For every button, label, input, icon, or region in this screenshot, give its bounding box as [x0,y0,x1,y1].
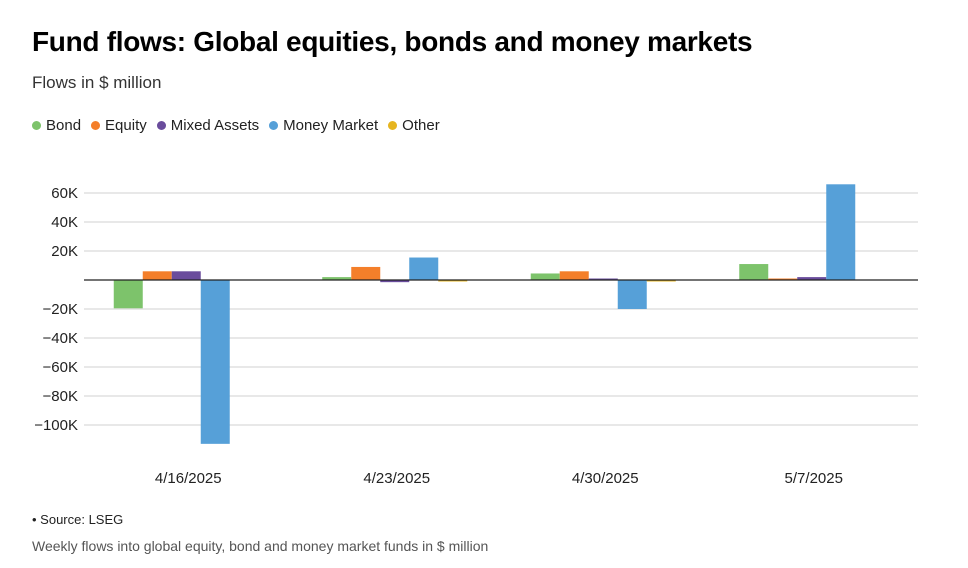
bar-money-market [826,184,856,280]
bar-bond [113,280,143,309]
y-tick-label: −40K [43,330,78,347]
legend-dot-money-market [269,121,279,130]
y-tick-label: 40K [51,214,78,231]
legend-dot-equity [91,121,101,130]
legend-item-equity: Equity [91,117,147,134]
bar-chart: 60K 40K 20K −20K −40K −60K −80K −100K 4/16/2025 4… [34,184,918,487]
bar-other [646,280,676,282]
legend-dot-bond [32,121,41,130]
chart-legend: Bond Equity Mixed Assets Money Market Ot… [32,117,450,134]
legend-label-equity: Equity [105,117,147,134]
legend-item-money-market: Money Market [269,117,378,134]
bar-equity [768,278,798,280]
legend-label-mixed-assets: Mixed Assets [170,117,260,134]
legend-item-bond: Bond [32,117,81,134]
y-tick-label: 20K [51,243,78,260]
x-tick-label: 5/7/2025 [785,470,843,487]
bar-money-market [617,280,647,309]
legend-dot-mixed-assets [156,121,166,130]
legend-item-other: Other [388,117,440,134]
y-tick-label: −80K [43,388,78,405]
bar-other [438,280,468,282]
bar-mixed-assets [171,271,201,280]
bar-money-market [200,280,230,444]
legend-item-mixed-assets: Mixed Assets [156,117,260,134]
bar-mixed-assets [797,277,827,280]
source-note: • Source: LSEG [32,512,124,527]
chart-caption: Weekly flows into global equity, bond an… [32,538,489,554]
legend-label-money-market: Money Market [283,117,379,134]
bar-equity [559,271,589,280]
x-tick-label: 4/16/2025 [155,470,222,487]
legend-label-bond: Bond [46,117,82,134]
chart-subtitle: Flows in $ million [32,73,162,92]
x-tick-label: 4/30/2025 [572,470,639,487]
bar-bond [739,264,769,280]
bar-bond [530,273,560,280]
x-tick-label: 4/23/2025 [363,470,430,487]
y-tick-label: −20K [43,301,78,318]
bar-bond [322,277,352,280]
legend-dot-other [388,121,398,130]
legend-label-other: Other [402,117,440,134]
chart-title: Fund flows: Global equities, bonds and m… [32,26,753,57]
bar-equity [142,271,172,280]
y-tick-label: 60K [51,185,78,202]
bar-money-market [409,257,439,280]
bar-equity [351,266,381,280]
y-tick-label: −100K [34,417,78,434]
y-tick-label: −60K [43,359,78,376]
bar-mixed-assets [588,278,618,280]
bar-mixed-assets [380,280,410,283]
